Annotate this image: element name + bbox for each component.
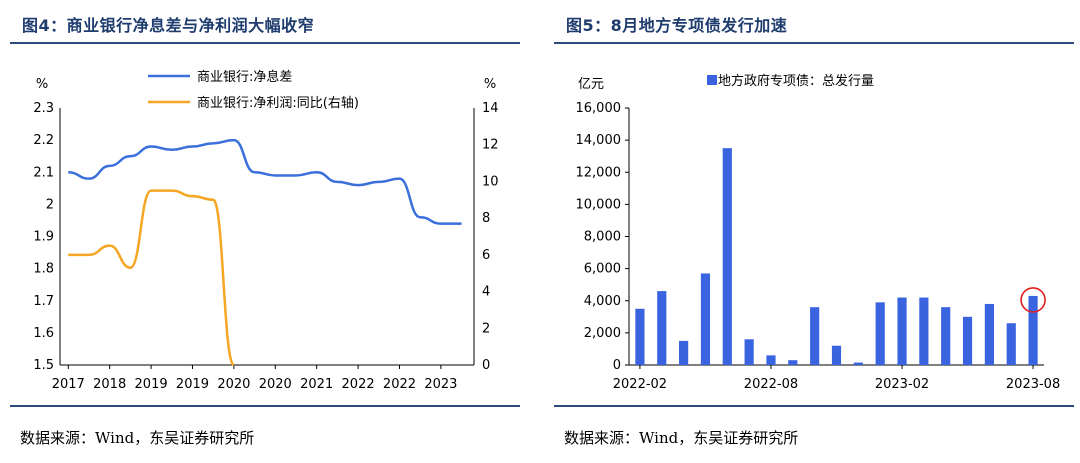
right-source-rule [554, 405, 1074, 407]
left-y-tick-label: 2.2 [33, 133, 54, 148]
bar-2022-11 [831, 345, 842, 365]
x-tick-label: 2020 [259, 377, 292, 392]
right-y-axis-unit: % [484, 77, 496, 92]
x-tick-label: 2020 [217, 377, 250, 392]
x-tick-label: 2023-02 [875, 377, 929, 392]
y-tick-label: 8,000 [584, 230, 621, 245]
y-tick-label: 12,000 [576, 165, 622, 180]
x-tick-label: 2022-02 [613, 377, 667, 392]
right-source: 数据来源：Wind，东吴证券研究所 [564, 429, 799, 447]
bar-2022-10 [810, 307, 820, 365]
y-tick-label: 16,000 [576, 101, 622, 116]
bar-2022-05 [700, 273, 711, 365]
right-chart-title: 图5：8月地方专项债发行加速 [566, 16, 788, 35]
y-tick-label: 10,000 [576, 197, 622, 212]
legend-label-2: 商业银行:净利润:同比(右轴) [197, 96, 359, 111]
x-tick-label: 2019 [135, 377, 168, 392]
left-y-tick-label: 1.8 [33, 262, 54, 277]
x-tick-label: 2022 [342, 377, 375, 392]
left-y-tick-label: 2.3 [33, 101, 54, 116]
right-y-tick-label: 8 [482, 211, 490, 226]
bar-2022-04 [679, 340, 689, 365]
y-axis-unit: 亿元 [578, 77, 604, 92]
x-tick-label: 2019 [176, 377, 209, 392]
right-y-tick-label: 6 [482, 248, 490, 263]
legend-label: 地方政府专项债：总发行量 [718, 73, 874, 89]
y-tick-label: 6,000 [584, 262, 621, 277]
bar-2022-12 [853, 362, 863, 365]
left-y-tick-label: 1.6 [33, 326, 54, 341]
left-y-tick-label: 2.1 [33, 165, 54, 180]
right-y-tick-label: 2 [482, 321, 490, 336]
x-tick-label: 2018 [93, 377, 126, 392]
right-y-tick-label: 14 [482, 101, 499, 116]
y-tick-label: 0 [613, 358, 621, 373]
legend-label-1: 商业银行:净息差 [197, 69, 292, 85]
left-y-tick-label: 2 [46, 197, 54, 212]
bar-2023-08 [1028, 295, 1038, 365]
left-source: 数据来源：Wind，东吴证券研究所 [20, 429, 255, 447]
left-source-rule [10, 405, 520, 407]
right-panel: 图5：8月地方专项债发行加速 亿元 地方政府专项债：总发行量 16,000 14,00… [544, 0, 1080, 463]
legend-swatch [707, 75, 717, 85]
bar-2022-06 [722, 148, 732, 365]
left-y-tick-label: 1.9 [33, 230, 54, 245]
y-tick-label: 14,000 [576, 133, 622, 148]
bar-2023-07 [1006, 323, 1016, 365]
x-tick-label: 2023-08 [1006, 377, 1060, 392]
left-chart: % %2.32.22.121.91.81.71.61.51412108642020… [33, 69, 499, 392]
x-tick-label: 2017 [52, 377, 85, 392]
left-panel: 图4：商业银行净息差与净利润大幅收窄 %% 2.3 2.2 2.1 2 1.9 1.8 1.7… [0, 0, 526, 463]
bar-2023-03 [919, 297, 929, 365]
bar-2022-02 [635, 308, 645, 365]
left-title-rule [10, 42, 520, 44]
bar-2022-03 [657, 291, 667, 365]
x-tick-label: 2022-08 [744, 377, 798, 392]
right-chart: 亿元 地方政府专项债：总发行量 16,000 14,000 12,000 10,000 8,… [576, 73, 1061, 392]
right-y-tick-label: 10 [482, 174, 499, 189]
right-y-tick-label: 4 [482, 285, 490, 300]
left-y-tick-label: 1.5 [33, 358, 54, 373]
left-y-tick-label: 1.7 [33, 294, 54, 309]
bar-2022-08 [766, 355, 776, 365]
left-chart-title: 图4：商业银行净息差与净利润大幅收窄 [22, 16, 315, 35]
x-tick-label: 2021 [300, 377, 333, 392]
bar-2023-04 [941, 307, 951, 365]
bar-2022-09 [788, 360, 798, 365]
bar-2023-02 [897, 297, 907, 365]
y-tick-label: 4,000 [584, 294, 621, 309]
bar-2023-01 [875, 302, 885, 365]
x-tick-label: 2022 [383, 377, 416, 392]
right-y-tick-label: 0 [482, 358, 490, 373]
right-title-rule [554, 42, 1074, 44]
bar-2023-05 [962, 316, 973, 365]
right-y-tick-label: 12 [482, 138, 499, 153]
bar-2023-06 [984, 303, 994, 365]
left-y-axis-unit: % [36, 77, 48, 92]
y-tick-label: 2,000 [584, 326, 621, 341]
x-tick-label: 2023 [424, 377, 457, 392]
bar-2022-07 [744, 339, 754, 365]
series-line-2 [68, 189, 236, 367]
highlight-circle [1020, 287, 1046, 313]
series-line-1 [68, 138, 462, 225]
